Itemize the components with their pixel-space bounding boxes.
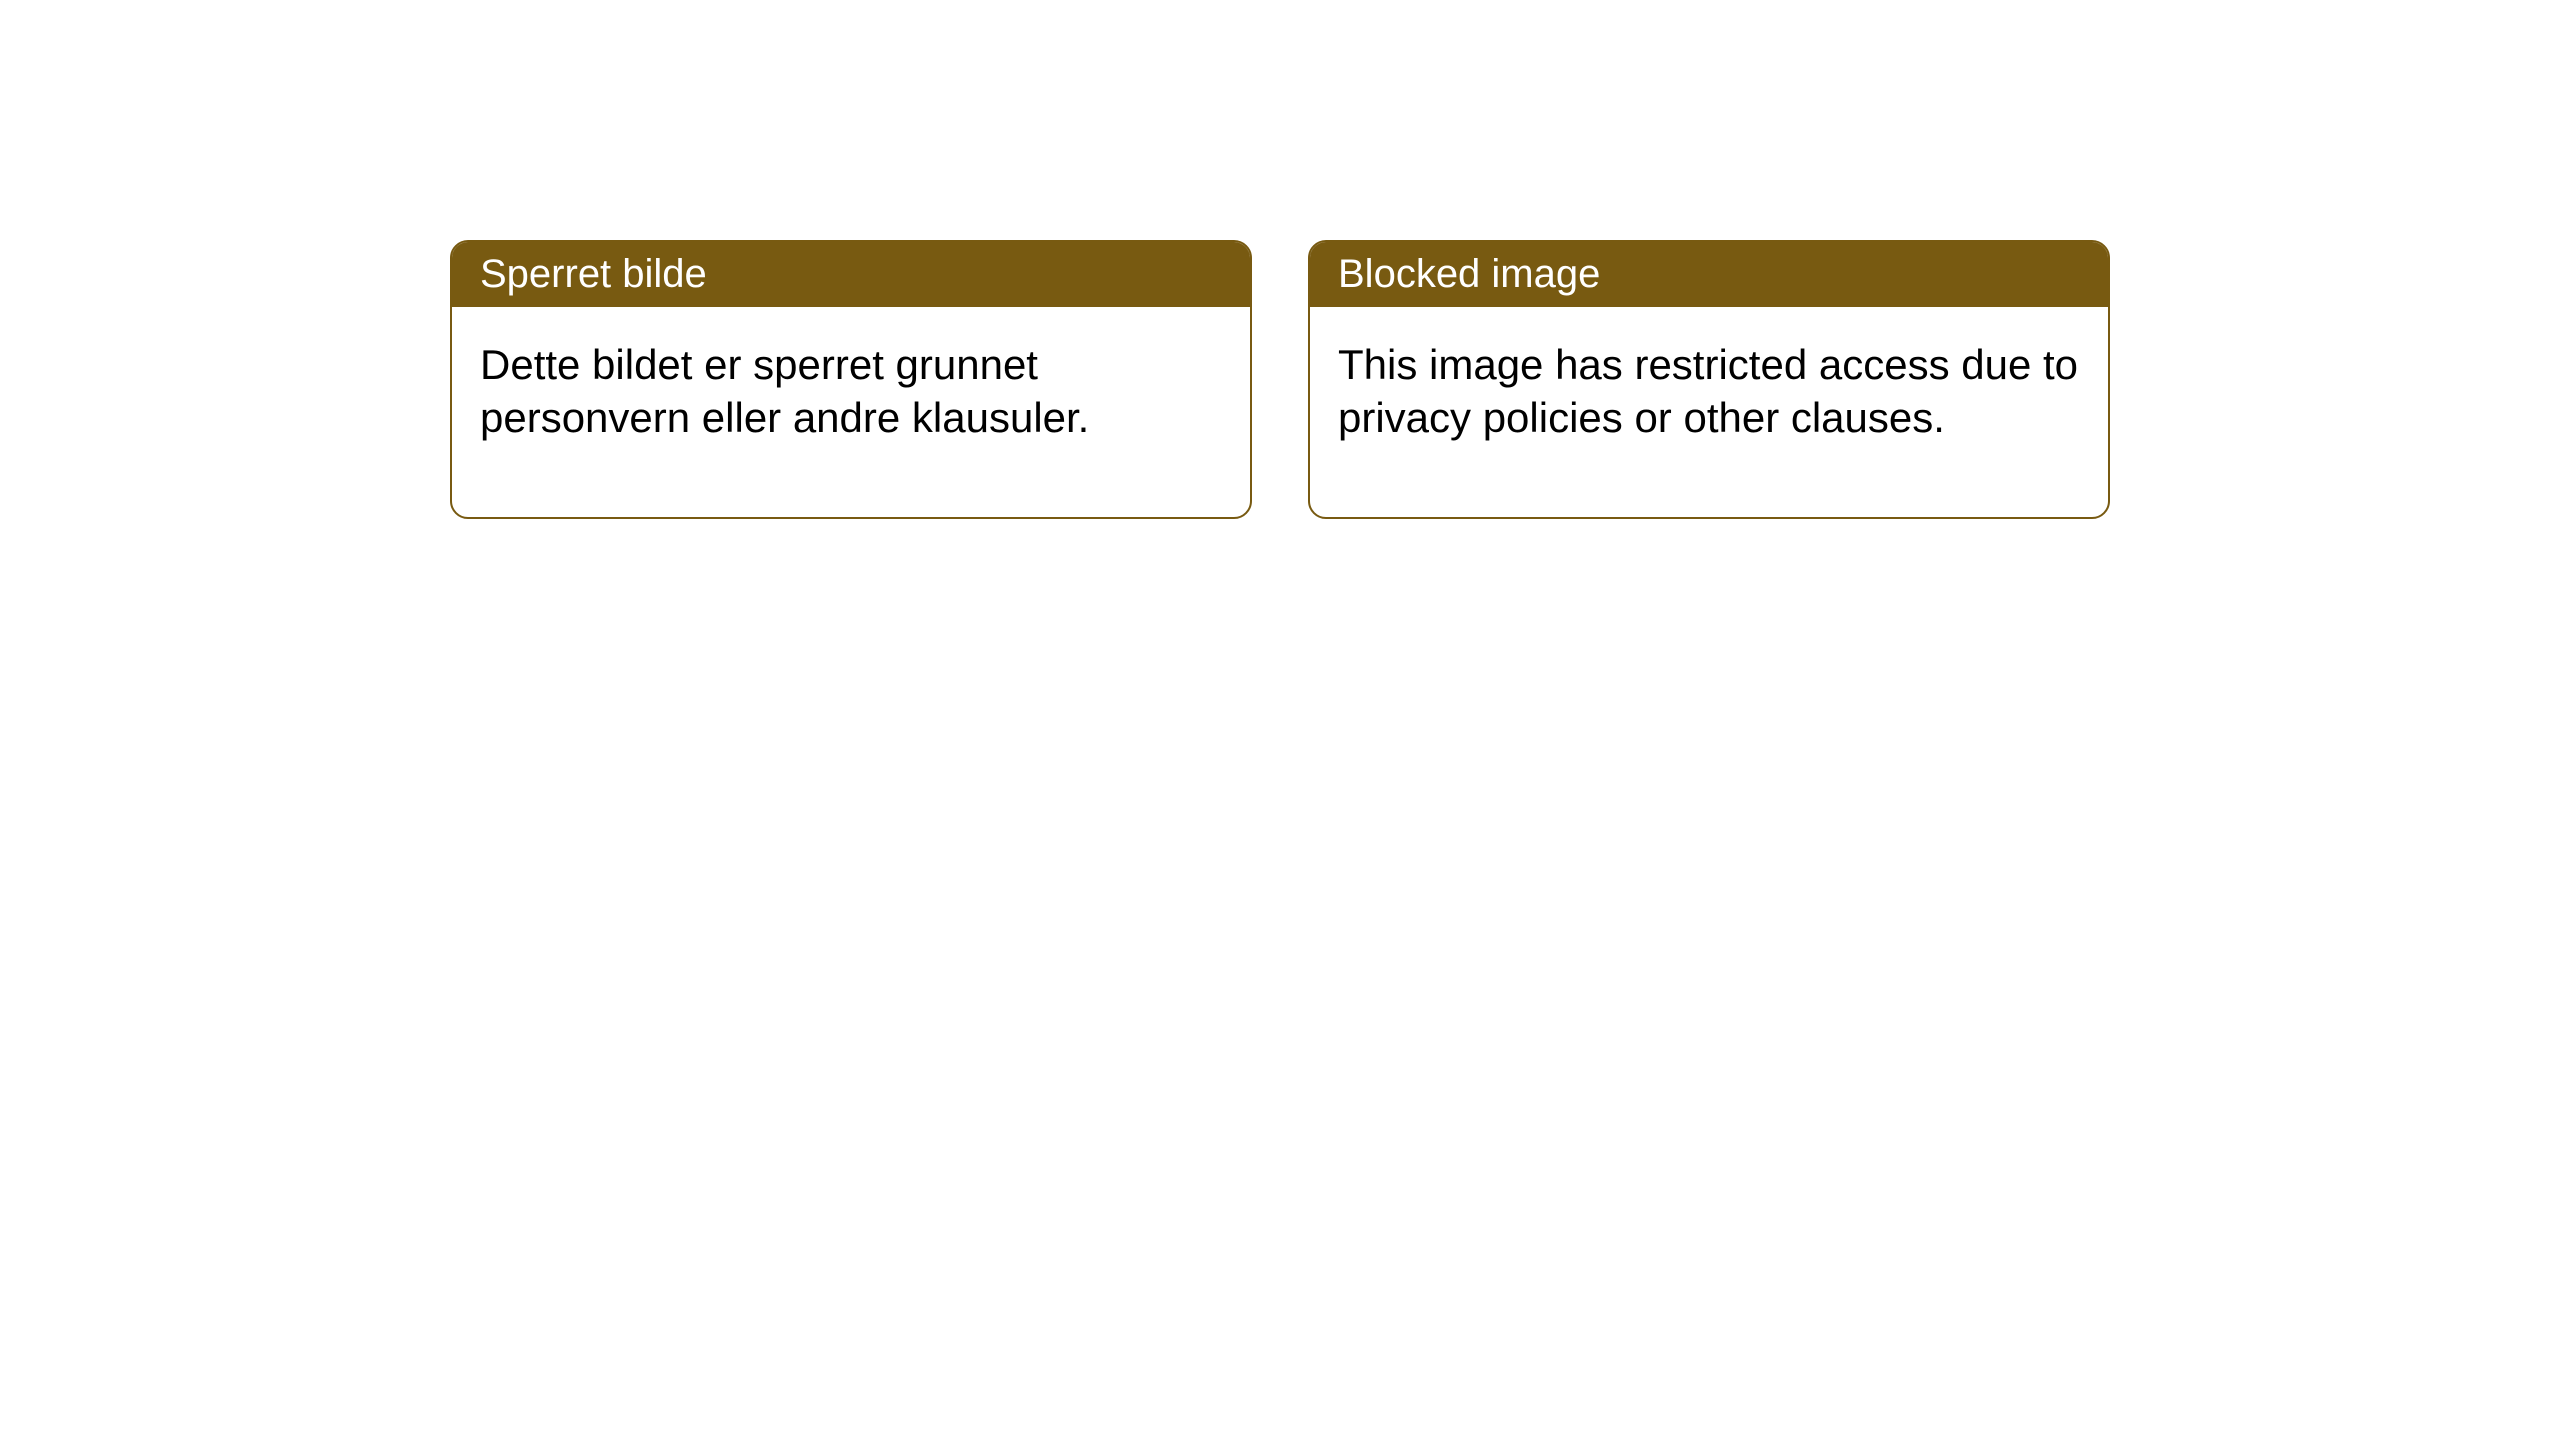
card-header: Blocked image	[1310, 242, 2108, 307]
card-header: Sperret bilde	[452, 242, 1250, 307]
notice-card-norwegian: Sperret bilde Dette bildet er sperret gr…	[450, 240, 1252, 519]
card-title: Blocked image	[1338, 252, 1600, 296]
notice-container: Sperret bilde Dette bildet er sperret gr…	[0, 0, 2560, 519]
card-body: Dette bildet er sperret grunnet personve…	[452, 307, 1250, 517]
card-body: This image has restricted access due to …	[1310, 307, 2108, 517]
card-message: This image has restricted access due to …	[1338, 341, 2078, 441]
card-message: Dette bildet er sperret grunnet personve…	[480, 341, 1089, 441]
notice-card-english: Blocked image This image has restricted …	[1308, 240, 2110, 519]
card-title: Sperret bilde	[480, 252, 707, 296]
